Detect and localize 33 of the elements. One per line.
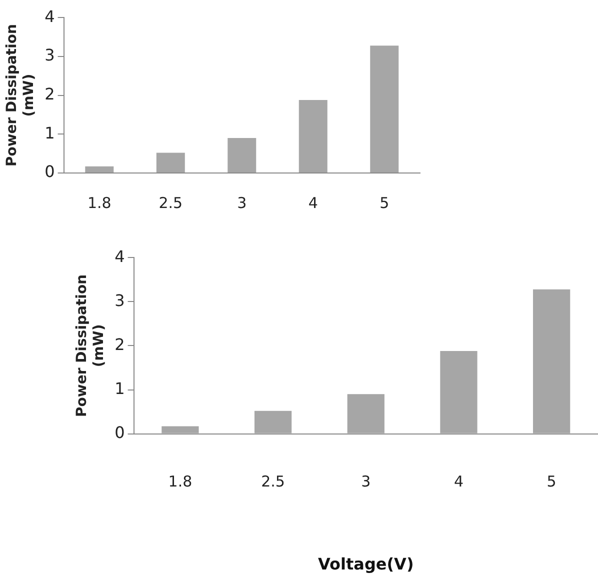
bar <box>254 410 292 434</box>
y-tick-label: 2 <box>44 84 55 104</box>
x-tick-label: 1.8 <box>87 194 112 212</box>
bar <box>298 100 328 172</box>
y-tick-label: 0 <box>114 422 125 442</box>
bar <box>228 138 256 172</box>
x-tick-label: 3 <box>237 194 247 212</box>
x-tick-label: 2.5 <box>261 472 285 491</box>
bar <box>370 46 399 172</box>
y-tick-label: 4 <box>114 246 125 266</box>
x-tick-label: 5 <box>546 472 556 491</box>
x-tick-label: 1.8 <box>168 472 192 491</box>
x-tick-label: 4 <box>308 194 318 212</box>
bar <box>156 152 185 172</box>
y-axis-title: Power Dissipation (mW) <box>4 24 37 167</box>
y-tick-label: 2 <box>114 334 125 354</box>
x-tick-label: 5 <box>380 194 390 212</box>
bar <box>85 166 114 172</box>
y-tick-label: 4 <box>44 6 55 26</box>
bar <box>533 289 570 434</box>
y-tick-label: 0 <box>44 162 55 182</box>
x-axis-title: Voltage(V) <box>318 554 414 574</box>
x-tick-label: 3 <box>361 472 371 491</box>
y-tick-label: 3 <box>44 46 55 65</box>
y-tick-label: 1 <box>114 378 125 398</box>
y-axis-title: Power Dissipation (mW) <box>74 274 107 417</box>
x-tick-label: 4 <box>454 472 464 491</box>
x-tick-label: 2.5 <box>158 194 183 212</box>
y-tick-label: 3 <box>114 290 125 310</box>
y-tick-label: 1 <box>44 123 55 142</box>
bar <box>440 350 478 434</box>
bar <box>162 426 199 434</box>
bar <box>347 394 384 434</box>
